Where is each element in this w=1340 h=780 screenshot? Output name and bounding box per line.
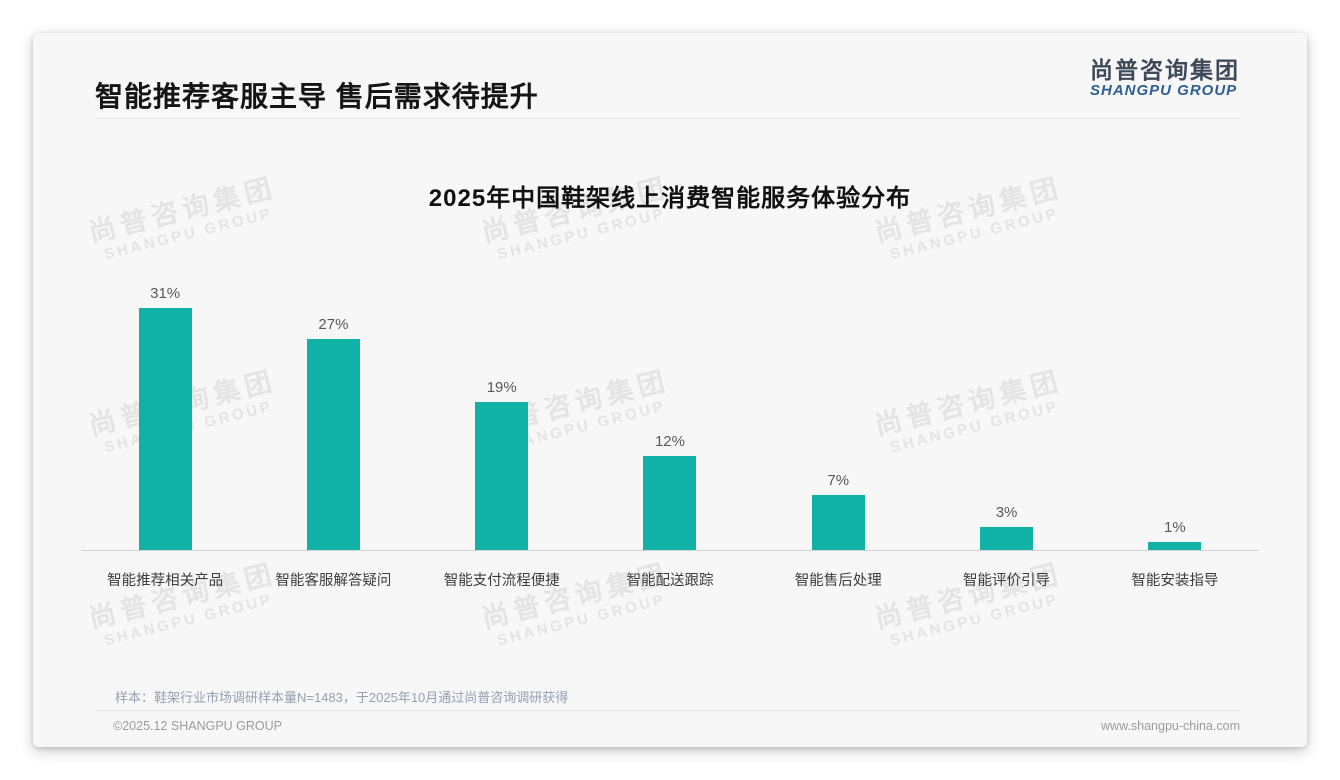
- category-axis-labels: 智能推荐相关产品 智能客服解答疑问 智能支付流程便捷 智能配送跟踪 智能售后处理 智能评价…: [81, 569, 1259, 590]
- bar: [980, 527, 1034, 550]
- bar: [643, 456, 697, 550]
- category-label: 智能推荐相关产品: [107, 573, 224, 589]
- bar-chart-plot: 31% 27% 19% 12% 7% 3% 1%: [81, 279, 1259, 551]
- footer-website: www.shangpu-china.com: [1101, 719, 1240, 733]
- watermark-english-text: SHANGPU GROUP: [888, 590, 1061, 649]
- category-label: 智能安装指导: [1131, 573, 1219, 589]
- bar-column: 7%: [754, 279, 922, 550]
- category-label: 智能客服解答疑问: [275, 573, 392, 589]
- bar-column: 31%: [81, 279, 249, 550]
- bar-value-label: 12%: [654, 433, 685, 450]
- bar-column: 3%: [922, 279, 1090, 550]
- bar-value-label: 31%: [150, 285, 181, 302]
- page-title: 智能推荐客服主导 售后需求待提升: [95, 81, 539, 112]
- bar-value-label: 1%: [1163, 519, 1186, 536]
- bar-value-label: 7%: [827, 472, 850, 489]
- chart-title: 2025年中国鞋架线上消费智能服务体验分布: [428, 185, 912, 212]
- bar: [811, 495, 865, 550]
- slide-card: 尚普咨询集团 SHANGPU GROUP 尚普咨询集团 SHANGPU GROUP 尚普…: [33, 33, 1307, 747]
- bar: [306, 339, 360, 550]
- sample-note: 样本：鞋架行业市场调研样本量N=1483，于2025年10月通过尚普咨询调研获得: [115, 690, 569, 705]
- category-label: 智能支付流程便捷: [443, 573, 560, 589]
- bar-column: 12%: [586, 279, 754, 550]
- watermark-english-text: SHANGPU GROUP: [495, 590, 668, 649]
- bar-value-label: 19%: [486, 379, 517, 396]
- logo-english-text: SHANGPU GROUP: [1090, 82, 1238, 100]
- watermark-english-text: SHANGPU GROUP: [102, 590, 275, 649]
- company-logo: 尚普咨询集团 SHANGPU GROUP: [1090, 57, 1240, 100]
- footer-copyright: ©2025.12 SHANGPU GROUP: [113, 719, 282, 733]
- category-label: 智能配送跟踪: [626, 573, 714, 589]
- bar-column: 19%: [418, 279, 586, 550]
- title-divider: [95, 118, 1240, 119]
- category-label: 智能评价引导: [963, 573, 1051, 589]
- category-label: 智能售后处理: [794, 573, 882, 589]
- bar-column: 27%: [249, 279, 417, 550]
- bar-value-label: 3%: [995, 504, 1018, 521]
- bar: [138, 308, 192, 550]
- bar: [1148, 542, 1202, 550]
- logo-chinese-text: 尚普咨询集团: [1090, 57, 1240, 83]
- bar-value-label: 27%: [318, 316, 349, 333]
- footer-divider: [97, 710, 1240, 711]
- bar-column: 1%: [1091, 279, 1259, 550]
- bar: [475, 402, 529, 550]
